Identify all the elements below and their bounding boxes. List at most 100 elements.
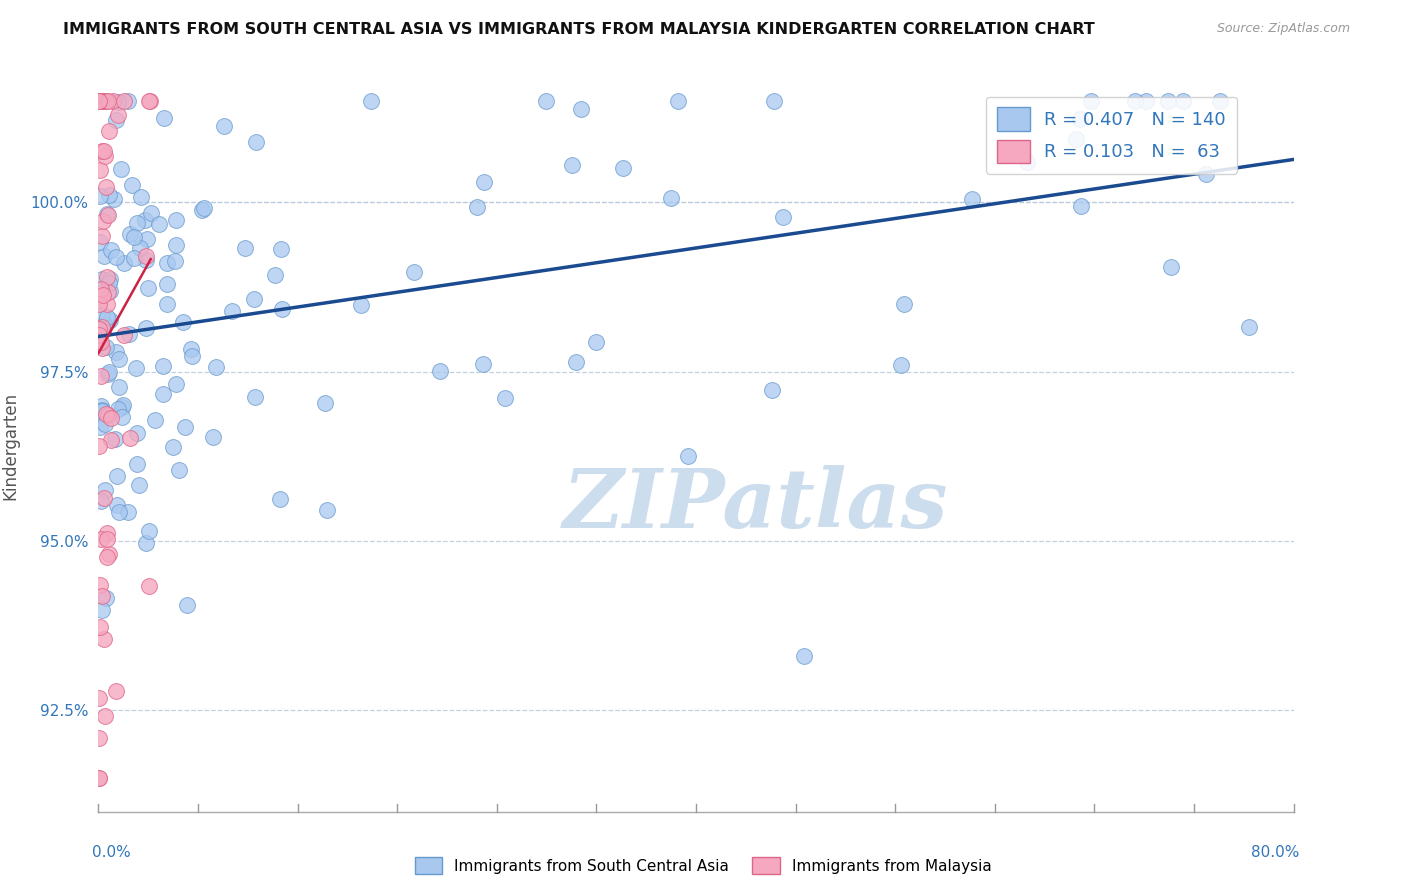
Point (98, 547, 121, 561)
Point (108, 352, 131, 367)
Point (118, 326, 141, 341)
Point (165, 238, 187, 252)
Point (90, 533, 112, 547)
Point (91, 272, 114, 286)
Point (96, 297, 118, 311)
Point (176, 598, 198, 612)
Point (90, 229, 112, 244)
Point (135, 535, 157, 549)
Legend: Immigrants from South Central Asia, Immigrants from Malaysia: Immigrants from South Central Asia, Immi… (408, 851, 998, 880)
Point (90, 369, 112, 384)
Point (134, 213, 156, 227)
Point (269, 492, 291, 507)
Point (98, 365, 121, 379)
Point (87, 322, 110, 336)
Point (90, 282, 112, 296)
Point (107, 402, 129, 417)
Point (117, 505, 139, 519)
Point (471, 357, 494, 371)
Point (118, 431, 141, 445)
Point (122, 251, 145, 265)
Point (93, 632, 115, 646)
Point (201, 430, 224, 444)
Point (90, 493, 112, 508)
Point (1080, 94, 1102, 108)
Point (89, 163, 111, 178)
Point (96, 179, 118, 194)
Point (91, 144, 114, 158)
Y-axis label: Kindergarten: Kindergarten (1, 392, 20, 500)
Point (569, 102, 592, 116)
Point (91, 342, 114, 356)
Point (136, 280, 159, 294)
Text: Source: ZipAtlas.com: Source: ZipAtlas.com (1216, 22, 1350, 36)
Point (93, 708, 115, 723)
Point (87, 771, 110, 785)
Point (91, 319, 114, 334)
Point (90, 334, 112, 349)
Point (87, 731, 110, 745)
Point (165, 213, 187, 227)
Point (89, 578, 111, 592)
Point (105, 499, 128, 513)
Point (97, 276, 120, 290)
Point (772, 211, 794, 225)
Point (1123, 94, 1146, 108)
Point (1160, 260, 1182, 274)
Point (112, 94, 135, 108)
Point (564, 355, 586, 369)
Point (122, 230, 145, 244)
Point (98, 313, 121, 327)
Point (111, 410, 134, 425)
Point (131, 190, 153, 204)
Point (97, 408, 120, 422)
Point (89, 334, 111, 349)
Point (135, 253, 157, 268)
Point (402, 264, 425, 278)
Point (152, 359, 174, 373)
Text: ZIPatlas: ZIPatlas (562, 465, 949, 544)
Point (270, 301, 292, 316)
Point (94, 407, 117, 421)
Point (89, 420, 111, 434)
Point (136, 232, 159, 246)
Point (180, 349, 202, 363)
Point (128, 241, 150, 255)
Point (107, 108, 129, 122)
Point (763, 94, 786, 108)
Point (156, 277, 179, 292)
Point (91, 325, 114, 339)
Point (243, 390, 266, 404)
Point (191, 203, 214, 218)
Point (89, 322, 111, 336)
Point (127, 216, 149, 230)
Point (96, 591, 118, 606)
Point (87, 94, 110, 108)
Point (105, 345, 128, 359)
Point (94, 417, 117, 432)
Point (270, 242, 292, 256)
Point (205, 359, 228, 374)
Point (104, 432, 127, 446)
Point (87, 94, 110, 108)
Point (90, 404, 112, 418)
Point (585, 335, 607, 350)
Point (89, 328, 111, 343)
Point (152, 111, 174, 125)
Point (93, 491, 115, 506)
Point (96, 310, 118, 324)
Point (360, 94, 382, 108)
Point (98, 272, 121, 286)
Point (103, 192, 125, 206)
Point (94, 94, 117, 108)
Point (97, 124, 120, 138)
Point (97, 285, 120, 300)
Point (245, 136, 267, 150)
Point (962, 192, 984, 206)
Point (120, 227, 142, 242)
Point (243, 292, 266, 306)
Point (90, 589, 112, 603)
Point (148, 217, 170, 231)
Point (561, 158, 583, 172)
Point (89, 691, 111, 706)
